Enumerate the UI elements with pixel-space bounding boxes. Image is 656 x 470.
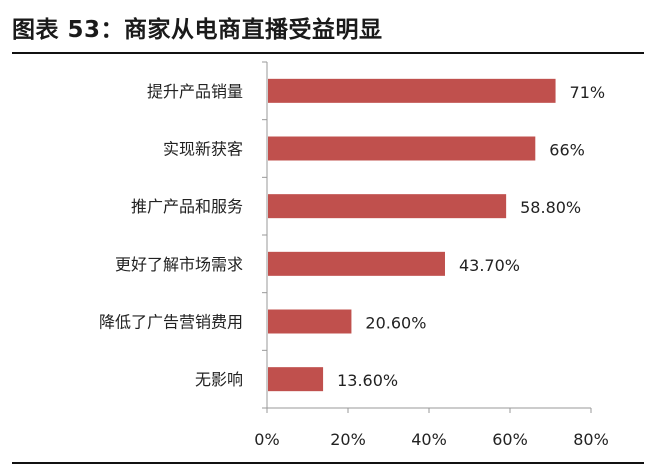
category-label: 降低了广告营销费用 [99,313,243,332]
x-tick-label: 20% [330,430,366,449]
bar [268,78,556,103]
data-label: 43.70% [459,256,520,275]
data-label: 71% [570,83,606,102]
x-tick-label: 80% [573,430,609,449]
x-tick-label: 60% [492,430,528,449]
bottom-rule [12,462,644,464]
axes [262,61,592,413]
category-label: 实现新获客 [163,140,243,159]
data-label: 66% [549,141,585,160]
x-tick-label: 40% [411,430,447,449]
category-label: 推广产品和服务 [131,197,243,216]
chart-title: 图表 53：商家从电商直播受益明显 [12,17,383,43]
category-label: 提升产品销量 [147,82,243,101]
bar [268,194,507,219]
bar [268,309,352,334]
bars [268,78,556,392]
x-tick-label: 0% [254,430,279,449]
data-label: 13.60% [337,371,398,390]
bar [268,251,445,276]
top-rule [12,52,644,54]
data-label: 20.60% [365,314,426,333]
category-label: 更好了解市场需求 [115,255,243,274]
data-label: 58.80% [520,198,581,217]
category-label: 无影响 [195,370,243,389]
bar [268,367,324,392]
bar [268,136,536,161]
labels: 0% 20% 40% 60% 80% 提升产品销量 71% 实现新获客 66% 推广产品和服务 58… [99,82,609,449]
